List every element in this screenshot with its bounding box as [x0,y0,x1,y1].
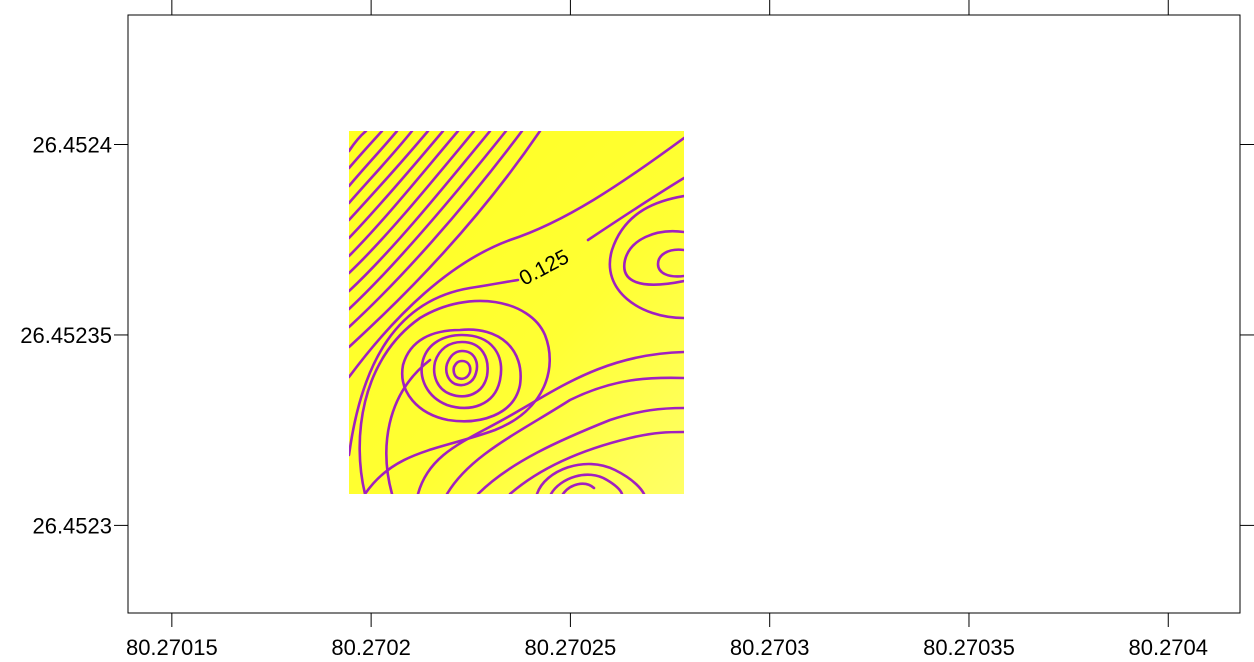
x-tick-label: 80.2704 [1128,635,1208,660]
contour-line [349,131,399,188]
y-tick-label: 26.4524 [32,133,112,158]
contour-line [349,131,414,205]
contour-line [561,482,596,494]
contour-line [444,349,479,387]
contour-line [608,194,684,320]
contour-line [400,328,522,423]
contour-line [586,176,684,242]
contour-line [476,406,684,494]
contour-line [349,131,460,258]
contour-line [349,131,476,275]
y-tick-label: 26.4523 [32,513,112,538]
contour-line [622,229,684,286]
contour-line [508,430,684,494]
contour-line [358,299,552,494]
x-tick-label: 80.27025 [525,635,617,660]
contour-line [349,136,684,379]
contour-line [349,278,520,457]
x-tick-label: 80.27035 [923,635,1015,660]
contour-line [349,131,524,329]
contour-line [549,473,624,494]
contour-line [349,131,384,170]
x-tick-label: 80.27015 [126,635,218,660]
plot-frame [127,14,1241,614]
contour-line [349,131,445,240]
contour-line [432,340,489,398]
contour-line [452,359,472,381]
x-tick-label: 80.2702 [331,635,411,660]
contour-line [385,358,432,494]
contour-line [656,248,684,278]
x-tick-label: 80.2703 [730,635,810,660]
contour-fill-region [349,131,684,494]
contour-line [535,462,646,494]
contour-line [349,131,508,311]
contour-line [445,376,684,494]
contour-line [349,131,492,293]
contour-line [349,131,368,153]
y-tick-label: 26.45235 [20,323,112,348]
contour-lines [349,131,684,494]
contour-line [420,333,503,410]
contour-line [349,131,430,222]
contour-line [349,131,542,349]
contour-line [416,350,684,494]
axis-ticks: 80.27015 80.2702 80.27025 80.2703 80.27035 80… [20,0,1254,660]
